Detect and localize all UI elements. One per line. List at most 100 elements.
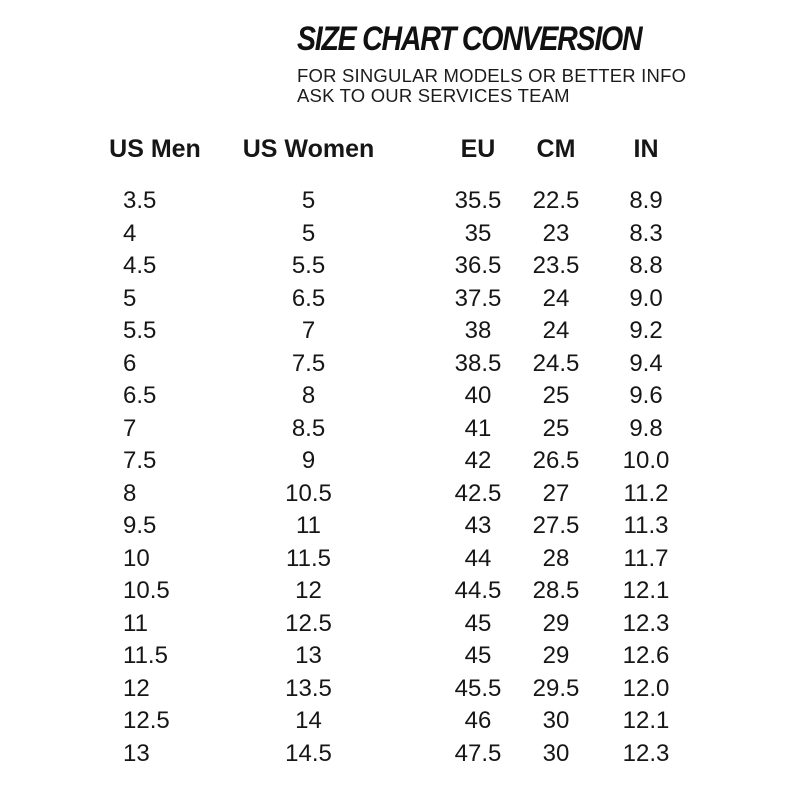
cell-us-men: 6 bbox=[123, 349, 137, 377]
cell-us-men: 7 bbox=[123, 414, 137, 442]
cell-eu: 45 bbox=[464, 609, 492, 637]
cell-us-men: 5 bbox=[123, 284, 137, 312]
column-header-eu: EU bbox=[460, 135, 496, 163]
cell-cm: 28 bbox=[542, 544, 570, 572]
cell-eu: 36.5 bbox=[454, 252, 502, 280]
cell-us-men: 6.5 bbox=[123, 382, 157, 410]
cell-in: 8.8 bbox=[629, 252, 663, 280]
cell-us-women: 7.5 bbox=[291, 349, 326, 377]
table-row: 10.5 12 44.5 28.5 12.1 bbox=[105, 575, 681, 608]
cell-eu: 41 bbox=[464, 414, 492, 442]
size-conversion-table: US Men US Women EU CM IN 3.5 5 35.5 22.5 8.9… bbox=[105, 133, 681, 770]
cell-in: 11.7 bbox=[623, 544, 669, 572]
cell-us-men: 11.5 bbox=[123, 642, 168, 670]
table-row: 12.5 14 46 30 12.1 bbox=[105, 705, 681, 738]
column-header-cm: CM bbox=[536, 135, 576, 163]
cell-us-men: 12.5 bbox=[123, 707, 170, 735]
cell-eu: 35.5 bbox=[454, 187, 502, 215]
cell-cm: 27 bbox=[542, 479, 570, 507]
cell-eu: 40 bbox=[464, 382, 492, 410]
cell-cm: 29.5 bbox=[532, 674, 580, 702]
cell-us-men: 4 bbox=[123, 219, 137, 247]
cell-us-men: 11 bbox=[123, 609, 148, 637]
table-row: 13 14.5 47.5 30 12.3 bbox=[105, 738, 681, 771]
cell-us-men: 9.5 bbox=[123, 512, 157, 540]
cell-us-women: 12.5 bbox=[285, 609, 332, 637]
page-title: SIZE CHART CONVERSION bbox=[297, 20, 643, 58]
page-subtitle: FOR SINGULAR MODELS OR BETTER INFO ASK T… bbox=[297, 64, 707, 106]
cell-us-women: 11 bbox=[296, 512, 321, 540]
table-row: 9.5 11 43 27.5 11.3 bbox=[105, 510, 681, 543]
cell-us-women: 14 bbox=[295, 707, 322, 735]
table-row: 12 13.5 45.5 29.5 12.0 bbox=[105, 673, 681, 706]
cell-eu: 37.5 bbox=[454, 284, 502, 312]
cell-in: 11.3 bbox=[623, 512, 669, 540]
table-row: 4 5 35 23 8.3 bbox=[105, 218, 681, 251]
table-body: 3.5 5 35.5 22.5 8.9 4 5 35 23 8.3 4.5 5.5 36.5 23.5 8.… bbox=[105, 185, 681, 770]
cell-cm: 25 bbox=[542, 382, 570, 410]
cell-us-men: 5.5 bbox=[123, 317, 157, 345]
cell-eu: 38 bbox=[464, 317, 492, 345]
cell-us-women: 9 bbox=[301, 447, 316, 475]
cell-eu: 47.5 bbox=[454, 739, 502, 767]
cell-cm: 23.5 bbox=[532, 252, 580, 280]
cell-cm: 30 bbox=[542, 739, 570, 767]
cell-in: 8.9 bbox=[629, 187, 663, 215]
cell-in: 9.8 bbox=[629, 414, 663, 442]
table-row: 6 7.5 38.5 24.5 9.4 bbox=[105, 348, 681, 381]
table-row: 4.5 5.5 36.5 23.5 8.8 bbox=[105, 250, 681, 283]
table-row: 5 6.5 37.5 24 9.0 bbox=[105, 283, 681, 316]
cell-cm: 30 bbox=[542, 707, 570, 735]
cell-in: 8.3 bbox=[629, 219, 663, 247]
cell-us-women: 10.5 bbox=[285, 479, 332, 507]
cell-us-men: 10.5 bbox=[123, 577, 170, 605]
table-row: 5.5 7 38 24 9.2 bbox=[105, 315, 681, 348]
subtitle-line-2: ASK TO OUR SERVICES TEAM bbox=[297, 84, 570, 106]
cell-us-men: 3.5 bbox=[123, 187, 157, 215]
cell-eu: 45 bbox=[464, 642, 492, 670]
cell-cm: 26.5 bbox=[532, 447, 580, 475]
table-row: 11.5 13 45 29 12.6 bbox=[105, 640, 681, 673]
table-row: 7 8.5 41 25 9.8 bbox=[105, 413, 681, 446]
cell-eu: 45.5 bbox=[454, 674, 502, 702]
cell-eu: 38.5 bbox=[454, 349, 502, 377]
cell-us-women: 8.5 bbox=[291, 414, 326, 442]
cell-us-women: 8 bbox=[301, 382, 316, 410]
cell-cm: 24 bbox=[542, 284, 570, 312]
cell-us-women: 14.5 bbox=[285, 739, 332, 767]
cell-cm: 23 bbox=[542, 219, 570, 247]
cell-us-women: 13 bbox=[295, 642, 322, 670]
cell-us-women: 5.5 bbox=[291, 252, 326, 280]
cell-us-women: 13.5 bbox=[285, 674, 332, 702]
cell-cm: 24.5 bbox=[532, 349, 580, 377]
cell-us-women: 11.5 bbox=[286, 544, 331, 572]
table-row: 11 12.5 45 29 12.3 bbox=[105, 608, 681, 641]
cell-in: 12.0 bbox=[622, 674, 670, 702]
table-header-row: US Men US Women EU CM IN bbox=[105, 133, 681, 166]
cell-eu: 42 bbox=[464, 447, 492, 475]
column-header-us-women: US Women bbox=[242, 135, 375, 163]
cell-cm: 25 bbox=[542, 414, 570, 442]
cell-in: 12.1 bbox=[622, 577, 670, 605]
cell-eu: 44.5 bbox=[454, 577, 502, 605]
cell-cm: 29 bbox=[542, 609, 570, 637]
column-header-us-men: US Men bbox=[109, 135, 201, 163]
cell-in: 12.3 bbox=[622, 609, 670, 637]
cell-in: 9.2 bbox=[629, 317, 663, 345]
column-header-in: IN bbox=[633, 135, 659, 163]
cell-in: 9.6 bbox=[629, 382, 663, 410]
table-row: 8 10.5 42.5 27 11.2 bbox=[105, 478, 681, 511]
cell-us-women: 12 bbox=[295, 577, 322, 605]
cell-eu: 35 bbox=[464, 219, 492, 247]
cell-us-women: 6.5 bbox=[291, 284, 326, 312]
cell-us-men: 10 bbox=[123, 544, 150, 572]
cell-us-men: 4.5 bbox=[123, 252, 157, 280]
table-row: 3.5 5 35.5 22.5 8.9 bbox=[105, 185, 681, 218]
table-row: 6.5 8 40 25 9.6 bbox=[105, 380, 681, 413]
cell-cm: 22.5 bbox=[532, 187, 580, 215]
cell-eu: 43 bbox=[464, 512, 492, 540]
cell-in: 9.4 bbox=[629, 349, 663, 377]
cell-us-men: 8 bbox=[123, 479, 137, 507]
subtitle-line-1: FOR SINGULAR MODELS OR BETTER INFO bbox=[297, 64, 687, 86]
